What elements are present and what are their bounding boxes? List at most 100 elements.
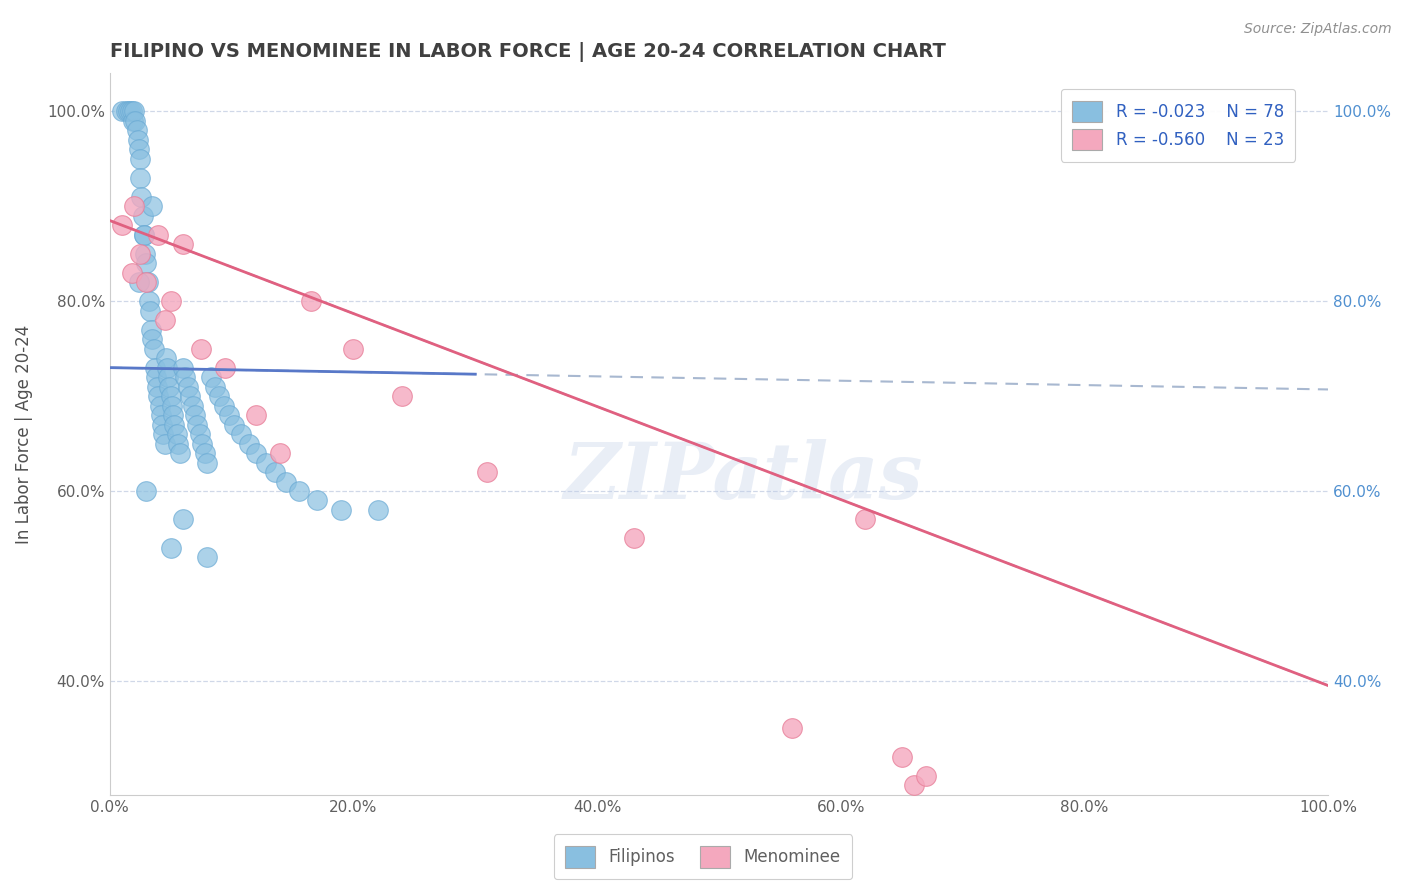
Legend: Filipinos, Menominee: Filipinos, Menominee [554, 834, 852, 880]
Point [148, 227, 170, 242]
Point [915, 769, 938, 783]
Point [122, 104, 145, 119]
Point [172, 360, 194, 375]
Point [153, 436, 176, 450]
Point [181, 399, 204, 413]
Text: Source: ZipAtlas.com: Source: ZipAtlas.com [1244, 22, 1392, 37]
Point [135, 275, 157, 289]
Point [127, 133, 149, 147]
Point [129, 170, 152, 185]
Point [780, 721, 803, 735]
Point [131, 190, 153, 204]
Point [204, 379, 226, 393]
Point [166, 427, 188, 442]
Point [150, 417, 173, 432]
Point [122, 114, 145, 128]
Point [167, 436, 190, 450]
Point [195, 456, 218, 470]
Point [134, 246, 156, 260]
Point [903, 778, 925, 792]
Point [157, 370, 180, 384]
Point [153, 313, 176, 327]
Point [131, 209, 153, 223]
Point [129, 246, 152, 260]
Point [111, 219, 134, 233]
Point [367, 503, 389, 517]
Point [141, 332, 163, 346]
Point [342, 342, 364, 356]
Point [125, 123, 148, 137]
Text: ZIPatlas: ZIPatlas [564, 439, 922, 516]
Point [120, 104, 142, 119]
Point [194, 446, 217, 460]
Point [162, 408, 184, 422]
Point [172, 512, 194, 526]
Point [222, 417, 245, 432]
Point [128, 142, 150, 156]
Point [174, 370, 197, 384]
Point [163, 417, 186, 432]
Point [159, 294, 181, 309]
Point [156, 360, 179, 375]
Legend: R = -0.023    N = 78, R = -0.560    N = 23: R = -0.023 N = 78, R = -0.560 N = 23 [1060, 89, 1295, 161]
Point [191, 436, 214, 450]
Point [148, 389, 170, 403]
Point [269, 446, 291, 460]
Point [186, 417, 208, 432]
Point [149, 408, 172, 422]
Point [184, 408, 207, 422]
Point [121, 266, 143, 280]
Point [299, 294, 322, 309]
Point [254, 456, 277, 470]
Point [135, 483, 157, 498]
Point [122, 199, 145, 213]
Point [890, 749, 912, 764]
Point [129, 152, 152, 166]
Point [159, 379, 181, 393]
Point [159, 389, 181, 403]
Point [245, 446, 267, 460]
Point [477, 465, 499, 479]
Point [132, 227, 155, 242]
Point [138, 294, 160, 309]
Point [136, 275, 159, 289]
Point [264, 465, 287, 479]
Point [330, 503, 353, 517]
Point [218, 408, 240, 422]
Point [132, 227, 155, 242]
Point [287, 483, 309, 498]
Point [145, 370, 167, 384]
Point [155, 351, 177, 366]
Point [214, 399, 236, 413]
Point [159, 541, 181, 555]
Point [200, 370, 222, 384]
Point [121, 104, 143, 119]
Point [245, 408, 267, 422]
Point [124, 114, 146, 128]
Point [143, 360, 166, 375]
Y-axis label: In Labor Force | Age 20-24: In Labor Force | Age 20-24 [15, 325, 32, 544]
Point [172, 237, 194, 252]
Point [208, 389, 231, 403]
Point [177, 379, 200, 393]
Point [214, 360, 236, 375]
Point [142, 342, 165, 356]
Point [160, 399, 183, 413]
Point [152, 427, 174, 442]
Point [391, 389, 413, 403]
Point [853, 512, 876, 526]
Point [149, 399, 172, 413]
Point [139, 303, 162, 318]
Text: FILIPINO VS MENOMINEE IN LABOR FORCE | AGE 20-24 CORRELATION CHART: FILIPINO VS MENOMINEE IN LABOR FORCE | A… [110, 42, 946, 62]
Point [231, 427, 253, 442]
Point [195, 550, 218, 565]
Point [188, 427, 211, 442]
Point [128, 275, 150, 289]
Point [169, 446, 191, 460]
Point [141, 199, 163, 213]
Point [190, 342, 212, 356]
Point [114, 104, 136, 119]
Point [141, 323, 163, 337]
Point [305, 493, 328, 508]
Point [146, 379, 169, 393]
